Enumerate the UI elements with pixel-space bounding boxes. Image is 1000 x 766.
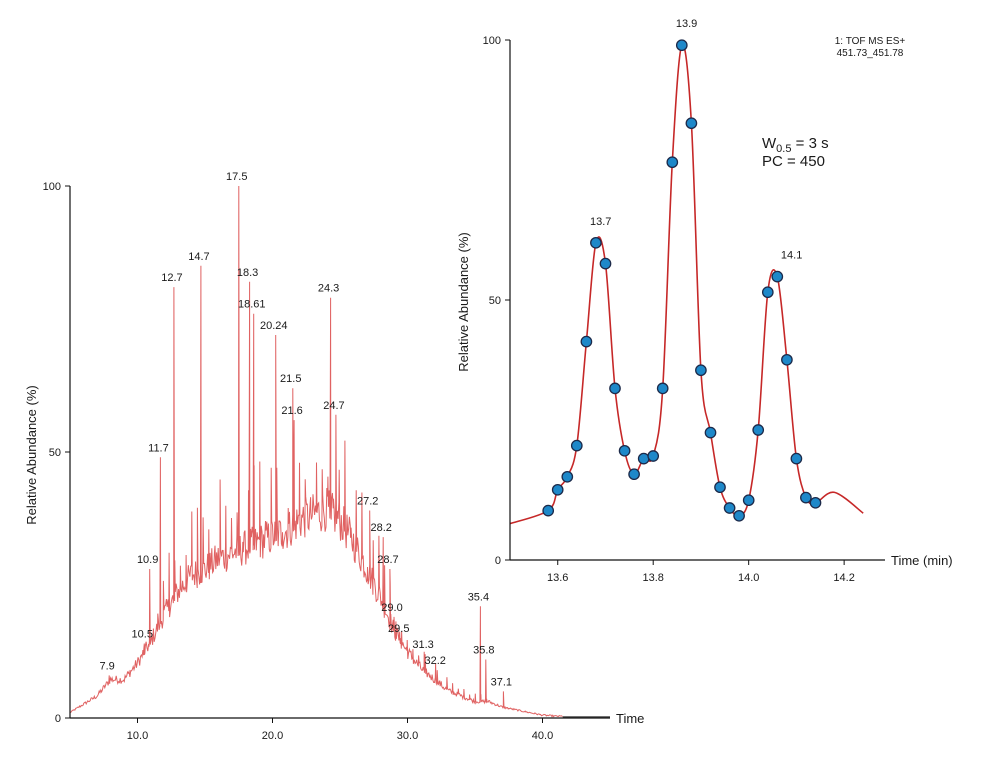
x-tick-label: 13.6	[547, 572, 568, 584]
data-point-marker	[742, 494, 755, 507]
data-point-marker	[618, 444, 631, 457]
left-x-ticks: 10.0 20.0 30.0 40.0	[127, 718, 553, 742]
mass-range-annotation: 451.73_451.78	[837, 48, 904, 59]
peak-label: 17.5	[226, 171, 247, 183]
peak-label: 35.8	[473, 644, 494, 656]
peak-label: 35.4	[468, 591, 489, 603]
data-point-marker	[723, 502, 736, 514]
peak-label: 12.7	[161, 272, 182, 284]
data-point-marker	[599, 257, 612, 270]
y-tick-label: 100	[483, 35, 501, 47]
data-point-marker	[609, 382, 621, 395]
peak-label: 20.24	[260, 320, 288, 332]
ms-mode-annotation: 1: TOF MS ES+	[835, 36, 906, 47]
peak-label: 13.9	[676, 18, 697, 30]
peak-width-metric: W0.5 = 3 s	[762, 135, 829, 155]
data-point-marker	[542, 504, 555, 517]
data-point-marker	[771, 270, 784, 283]
peak-label: 11.7	[148, 442, 169, 454]
peak-label: 29.0	[381, 602, 402, 614]
data-point-marker	[628, 468, 640, 481]
right-x-ticks: 13.6 13.8 14.0 14.2	[547, 560, 855, 584]
data-point-marker	[637, 452, 650, 465]
peak-label: 37.1	[491, 676, 512, 688]
data-point-marker	[561, 470, 574, 483]
right-y-ticks: 0 50 100	[483, 35, 510, 567]
data-point-marker	[695, 364, 707, 377]
x-tick-label: 10.0	[127, 730, 148, 742]
data-point-marker	[704, 426, 717, 439]
data-point-marker	[590, 236, 602, 249]
peak-label: 10.9	[137, 554, 158, 566]
data-point-marker	[647, 450, 660, 462]
peak-label: 32.2	[424, 655, 445, 667]
peak-zoom-trace-group	[509, 39, 864, 525]
peak-label: 13.7	[590, 216, 611, 228]
peak-label: 27.2	[357, 496, 378, 508]
data-point-marker	[570, 439, 583, 452]
peak-capacity-metric: PC = 450	[762, 153, 825, 170]
peak-label: 14.7	[188, 251, 209, 263]
data-point-marker	[580, 335, 593, 348]
y-tick-label: 0	[495, 555, 501, 567]
peak-label: 18.61	[238, 299, 266, 311]
y-tick-label: 0	[55, 713, 61, 725]
right-x-axis-label: Time (min)	[891, 553, 953, 568]
peak-label: 24.7	[323, 400, 344, 412]
y-tick-label: 50	[49, 447, 61, 459]
data-point-marker	[809, 496, 822, 509]
data-point-marker	[800, 491, 812, 504]
x-tick-label: 13.8	[642, 572, 663, 584]
peak-label: 29.5	[388, 623, 409, 635]
left-y-axis-label: Relative Abundance (%)	[24, 385, 39, 524]
peak-label: 28.7	[377, 554, 398, 566]
data-point-marker	[761, 286, 774, 299]
peak-label: 31.3	[412, 639, 433, 651]
data-point-marker	[551, 483, 564, 496]
y-tick-label: 100	[43, 181, 61, 193]
right-peak-labels: 13.7 13.9 14.1	[590, 18, 802, 261]
left-peak-labels: 7.9 10.5 10.9 11.7 12.7 14.7 17.5 18.3 18.61 20.2…	[100, 171, 513, 688]
x-tick-label: 14.0	[738, 572, 759, 584]
data-point-marker	[656, 382, 669, 395]
left-x-axis-label: Time	[616, 711, 644, 726]
data-point-marker	[752, 424, 765, 436]
full-chromatogram-trace	[69, 185, 563, 718]
x-tick-label: 14.2	[833, 572, 854, 584]
data-point-marker	[781, 353, 793, 366]
data-point-marker	[666, 156, 679, 169]
right-y-axis-label: Relative Abundance (%)	[456, 232, 471, 371]
data-point-marker	[714, 481, 726, 494]
peak-zoom-chart: 0 50 100 13.6 13.8 14.0 14.2 13.7 13.9 14.1 Tim…	[456, 18, 953, 584]
data-point-marker	[733, 509, 745, 522]
peak-label: 7.9	[100, 660, 115, 672]
peak-label: 14.1	[781, 250, 802, 262]
left-y-ticks: 0 50 100	[43, 181, 70, 725]
full-chromatogram-trace-group	[69, 185, 610, 718]
x-tick-label: 20.0	[262, 730, 283, 742]
peak-label: 28.2	[370, 522, 391, 534]
data-point-marker	[790, 452, 803, 465]
peak-label: 21.6	[281, 405, 302, 417]
peak-label: 18.3	[237, 267, 258, 279]
peak-label: 10.5	[132, 629, 153, 641]
peak-zoom-trace	[509, 43, 864, 525]
full-chromatogram-chart: 0 50 100 10.0 20.0 30.0 40.0 7.9 10.5 10.9 11.7 1…	[24, 171, 644, 742]
peak-label: 24.3	[318, 283, 339, 295]
data-point-marker	[685, 117, 698, 130]
peak-label: 21.5	[280, 373, 301, 385]
data-point-marker	[675, 39, 688, 52]
x-tick-label: 30.0	[397, 730, 418, 742]
y-tick-label: 50	[489, 295, 501, 307]
x-tick-label: 40.0	[532, 730, 553, 742]
